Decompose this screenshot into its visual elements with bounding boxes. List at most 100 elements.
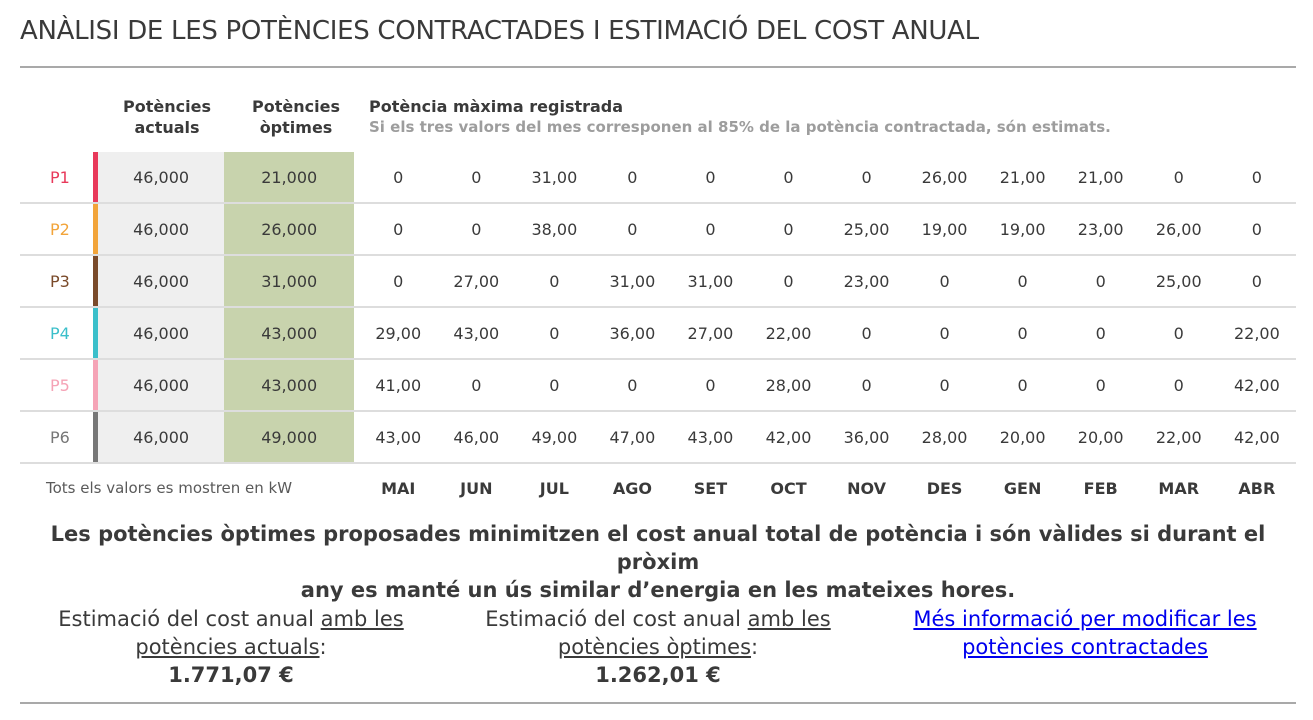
- month-value-cell: 31,00: [671, 255, 750, 308]
- month-label: JUL: [539, 478, 569, 498]
- bottom-divider: [20, 702, 1296, 704]
- month-label: JUN: [460, 478, 493, 498]
- month-value-cell: 31,00: [593, 255, 672, 308]
- month-value-cell: 21,00: [1061, 152, 1140, 204]
- cost-value-actual: 1.771,07 €: [168, 663, 294, 687]
- month-value-cell: 43,00: [359, 411, 438, 464]
- period-label: P5: [20, 359, 94, 412]
- month-value-cell: 36,00: [827, 411, 906, 464]
- month-value-cell: 0: [593, 203, 672, 256]
- month-value-cell: 0: [515, 255, 594, 308]
- month-label: AGO: [612, 478, 652, 498]
- month-value-cell: 42,00: [1217, 359, 1296, 412]
- month-value-cell: 26,00: [1139, 203, 1218, 256]
- max-power-note: Si els tres valors del mes corresponen a…: [369, 118, 1111, 136]
- month-label: OCT: [770, 478, 807, 498]
- table-row: P3 46,000 31,000 0 27,00 0 31,00 31,00 0 23,00 0 0 0…: [20, 255, 1296, 308]
- month-value-cell: 43,00: [437, 307, 516, 360]
- month-value-cell: 0: [983, 255, 1062, 308]
- month-value-cell: 0: [359, 152, 438, 204]
- table-row: P6 46,000 49,000 43,00 46,00 49,00 47,00 43,00 4…: [20, 411, 1296, 464]
- month-value-cell: 0: [1217, 152, 1296, 204]
- month-value-cell: 0: [671, 359, 750, 412]
- table-row: P5 46,000 43,000 41,00 0 0 0 0 28,00 0 0 0 0 0 42,00: [20, 359, 1296, 412]
- month-header-row: Tots els valors es mostren en kW MAI JUN JU…: [20, 463, 1296, 512]
- header-actual-powers: Potències actuals: [123, 97, 211, 137]
- month-value-cell: 36,00: [593, 307, 672, 360]
- month-value-cell: 0: [671, 152, 750, 204]
- month-value-cell: 46,00: [437, 411, 516, 464]
- month-value-cell: 0: [1217, 203, 1296, 256]
- actual-power-cell: 46,000: [98, 152, 225, 204]
- period-label: P3: [20, 255, 94, 308]
- more-info-link[interactable]: Més informació per modificar les potènci…: [913, 607, 1257, 659]
- spacer: [354, 203, 360, 256]
- month-value-cell: 0: [671, 203, 750, 256]
- month-value-cell: 0: [437, 359, 516, 412]
- month-value-cell: 22,00: [1139, 411, 1218, 464]
- period-color-bar: [93, 359, 99, 412]
- cost-estimate-optimal: Estimació del cost anual amb les potènci…: [448, 605, 868, 689]
- month-value-cell: 0: [1061, 307, 1140, 360]
- month-value-cell: 0: [1139, 307, 1218, 360]
- month-value-cell: 42,00: [1217, 411, 1296, 464]
- month-value-cell: 0: [1139, 152, 1218, 204]
- optimal-power-cell: 49,000: [224, 411, 355, 464]
- month-value-cell: 0: [1061, 359, 1140, 412]
- optimal-power-cell: 21,000: [224, 152, 355, 204]
- month-value-cell: 0: [1061, 255, 1140, 308]
- spacer: [354, 411, 360, 464]
- power-table: P1 46,000 21,000 0 0 31,00 0 0 0 0 26,00 21,00 21,00…: [20, 152, 1296, 512]
- month-label: NOV: [847, 478, 887, 498]
- max-power-title: Potència màxima registrada: [369, 97, 624, 116]
- period-label: P6: [20, 411, 94, 464]
- month-label: SET: [693, 478, 728, 498]
- month-value-cell: 0: [827, 152, 906, 204]
- month-value-cell: 19,00: [983, 203, 1062, 256]
- month-value-cell: 0: [437, 152, 516, 204]
- month-value-cell: 0: [827, 307, 906, 360]
- table-row: P4 46,000 43,000 29,00 43,00 0 36,00 27,00 22,00…: [20, 307, 1296, 360]
- table-row: P2 46,000 26,000 0 0 38,00 0 0 0 25,00 19,00 19,00 2…: [20, 203, 1296, 256]
- spacer: [354, 255, 360, 308]
- month-value-cell: 22,00: [749, 307, 828, 360]
- units-note: Tots els valors es mostren en kW: [46, 479, 293, 497]
- month-value-cell: 25,00: [827, 203, 906, 256]
- month-value-cell: 0: [905, 307, 984, 360]
- optimal-power-cell: 31,000: [224, 255, 355, 308]
- month-value-cell: 21,00: [983, 152, 1062, 204]
- optimal-power-cell: 43,000: [224, 359, 355, 412]
- month-value-cell: 20,00: [983, 411, 1062, 464]
- month-value-cell: 0: [983, 307, 1062, 360]
- month-label: ABR: [1238, 478, 1276, 498]
- month-label: MAR: [1158, 478, 1200, 498]
- month-label: GEN: [1003, 478, 1042, 498]
- month-value-cell: 23,00: [827, 255, 906, 308]
- actual-power-cell: 46,000: [98, 255, 225, 308]
- month-value-cell: 41,00: [359, 359, 438, 412]
- month-value-cell: 27,00: [671, 307, 750, 360]
- period-color-bar: [93, 255, 99, 308]
- month-value-cell: 0: [1217, 255, 1296, 308]
- actual-power-cell: 46,000: [98, 411, 225, 464]
- month-value-cell: 0: [749, 203, 828, 256]
- month-value-cell: 19,00: [905, 203, 984, 256]
- month-label: DES: [926, 478, 963, 498]
- period-label: P2: [20, 203, 94, 256]
- month-value-cell: 0: [905, 255, 984, 308]
- month-value-cell: 43,00: [671, 411, 750, 464]
- month-value-cell: 20,00: [1061, 411, 1140, 464]
- optimal-power-cell: 43,000: [224, 307, 355, 360]
- period-label: P4: [20, 307, 94, 360]
- period-color-bar: [93, 411, 99, 464]
- spacer: [354, 359, 360, 412]
- month-value-cell: 0: [359, 255, 438, 308]
- spacer: [354, 307, 360, 360]
- month-value-cell: 0: [593, 152, 672, 204]
- month-value-cell: 0: [749, 152, 828, 204]
- month-value-cell: 25,00: [1139, 255, 1218, 308]
- month-value-cell: 31,00: [515, 152, 594, 204]
- month-value-cell: 0: [983, 359, 1062, 412]
- month-value-cell: 0: [359, 203, 438, 256]
- month-value-cell: 0: [515, 359, 594, 412]
